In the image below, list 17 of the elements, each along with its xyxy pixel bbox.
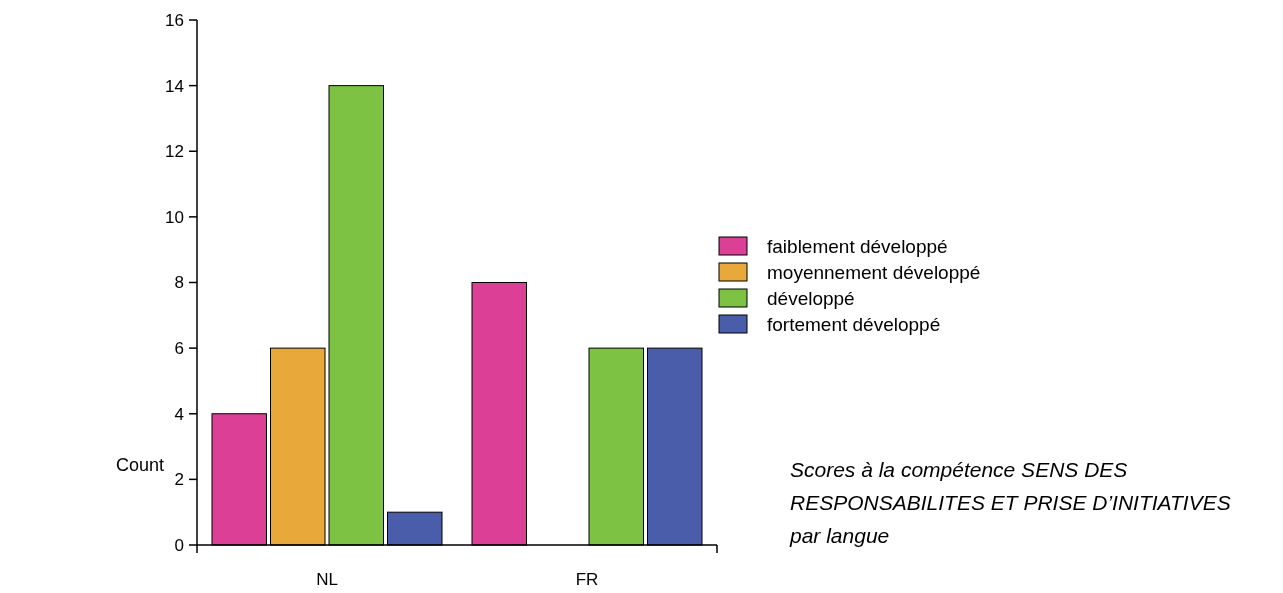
legend-label: faiblement développé xyxy=(767,235,948,257)
y-tick-label: 14 xyxy=(165,76,184,96)
legend-label: développé xyxy=(767,287,855,309)
x-tick-label: NL xyxy=(316,570,338,589)
y-tick-label: 8 xyxy=(174,273,184,293)
y-tick-label: 6 xyxy=(174,339,184,359)
y-tick-label: 2 xyxy=(174,470,184,490)
legend-label: fortement développé xyxy=(767,313,941,335)
x-tick-label: FR xyxy=(575,570,599,589)
y-tick-label: 10 xyxy=(165,207,184,227)
y-tick-label: 12 xyxy=(165,142,184,162)
text: Scores à la compétence SENS DES RESPONSABILITES ET PRISE D’INITIATIVES par langue xyxy=(789,458,1231,548)
y-tick-label: 0 xyxy=(174,535,184,555)
y-tick-label: 4 xyxy=(174,404,184,424)
legend-label: moyennement développé xyxy=(767,261,981,283)
y-axis-title: Count xyxy=(115,455,165,476)
y-tick-label: 16 xyxy=(165,10,184,30)
